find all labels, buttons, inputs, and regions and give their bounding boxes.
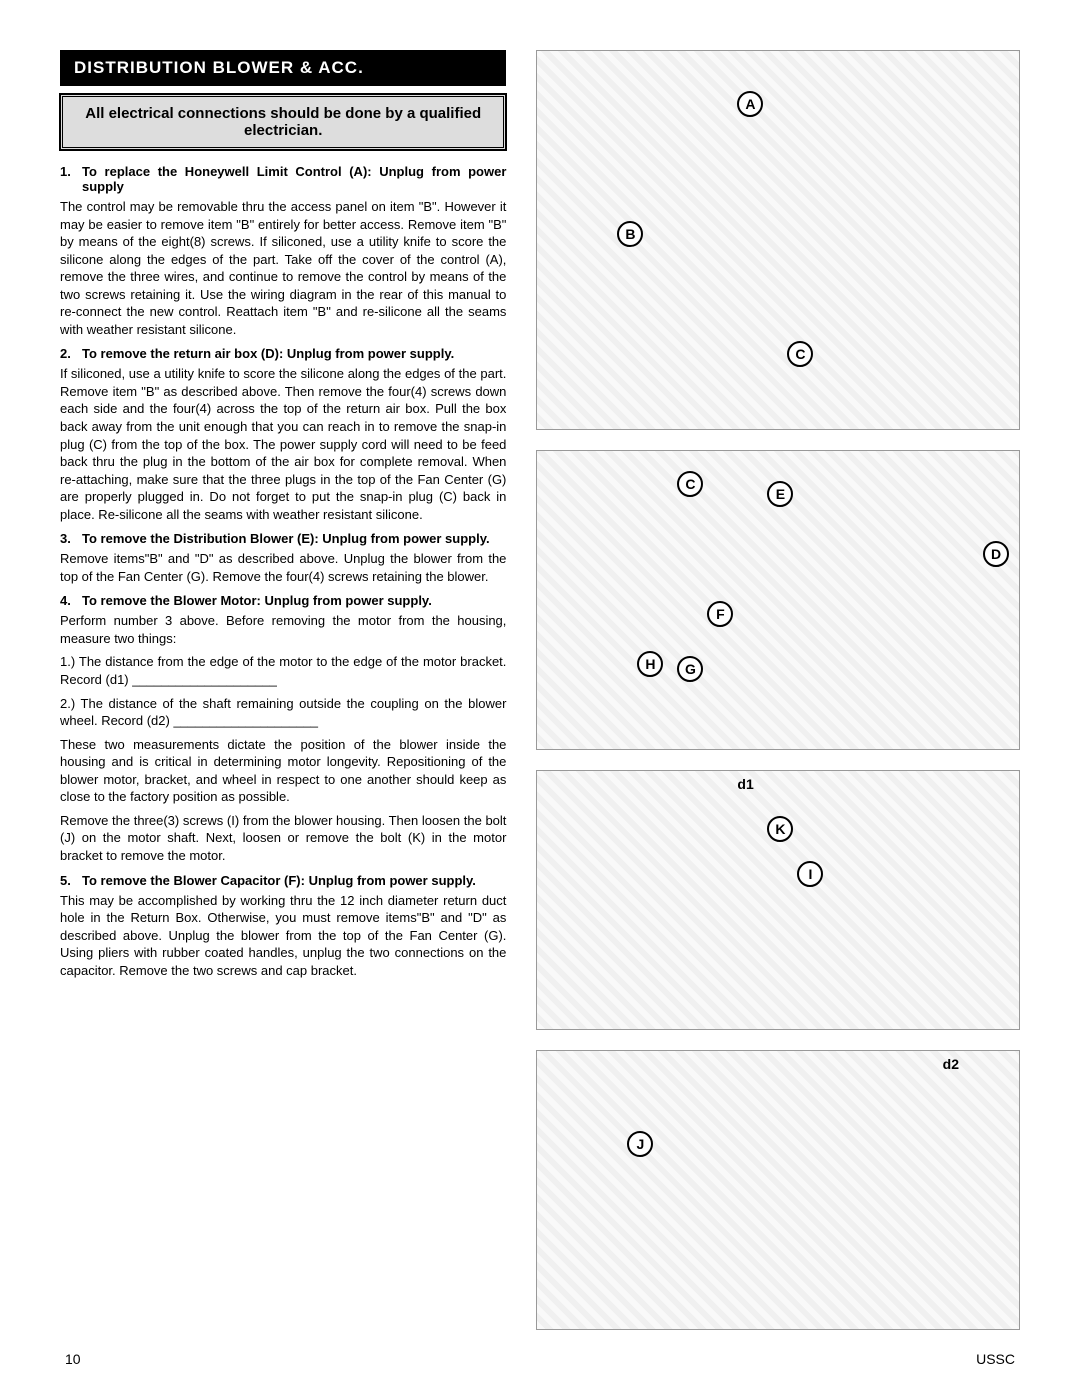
step-paragraph: These two measurements dictate the posit… (60, 736, 506, 806)
callout-f: F (707, 601, 733, 627)
diagram-furnace-upper: A B C (536, 50, 1020, 430)
page-number: 10 (65, 1351, 81, 1367)
step-number: 5. (60, 873, 82, 888)
callout-e: E (767, 481, 793, 507)
electrician-warning: All electrical connections should be don… (60, 94, 506, 150)
callout-c2: C (677, 471, 703, 497)
diagram-blower-assembly: C E D F H G (536, 450, 1020, 750)
callout-a: A (737, 91, 763, 117)
step-paragraph: 1.) The distance from the edge of the mo… (60, 653, 506, 688)
step-number: 2. (60, 346, 82, 361)
step-number: 3. (60, 531, 82, 546)
step-paragraph: The control may be removable thru the ac… (60, 198, 506, 338)
step-3: 3. To remove the Distribution Blower (E)… (60, 531, 506, 585)
step-number: 1. (60, 164, 82, 194)
diagram-motor-detail: d1 K I (536, 770, 1020, 1030)
callout-d: D (983, 541, 1009, 567)
footer-brand: USSC (976, 1351, 1015, 1367)
callout-h: H (637, 651, 663, 677)
step-paragraph: 2.) The distance of the shaft remaining … (60, 695, 506, 730)
step-paragraph: Remove items"B" and "D" as described abo… (60, 550, 506, 585)
step-paragraph: Remove the three(3) screws (I) from the … (60, 812, 506, 865)
dimension-d1: d1 (737, 776, 753, 792)
step-1: 1. To replace the Honeywell Limit Contro… (60, 164, 506, 338)
callout-i: I (797, 861, 823, 887)
step-heading: To replace the Honeywell Limit Control (… (82, 164, 506, 194)
step-heading: To remove the return air box (D): Unplug… (82, 346, 454, 361)
dimension-d2: d2 (943, 1056, 959, 1072)
callout-j: J (627, 1131, 653, 1157)
callout-b: B (617, 221, 643, 247)
left-column: Distribution Blower & Acc. All electrica… (60, 50, 506, 1357)
diagram-blower-wheel: d2 J (536, 1050, 1020, 1330)
step-number: 4. (60, 593, 82, 608)
step-heading: To remove the Distribution Blower (E): U… (82, 531, 490, 546)
step-4: 4. To remove the Blower Motor: Unplug fr… (60, 593, 506, 864)
step-paragraph: If siliconed, use a utility knife to sco… (60, 365, 506, 523)
callout-c: C (787, 341, 813, 367)
step-heading: To remove the Blower Capacitor (F): Unpl… (82, 873, 476, 888)
callout-k: K (767, 816, 793, 842)
step-2: 2. To remove the return air box (D): Unp… (60, 346, 506, 523)
step-paragraph: Perform number 3 above. Before removing … (60, 612, 506, 647)
callout-g: G (677, 656, 703, 682)
step-5: 5. To remove the Blower Capacitor (F): U… (60, 873, 506, 980)
right-column: A B C C E D F H G d1 K I d2 J (536, 50, 1020, 1357)
page-container: Distribution Blower & Acc. All electrica… (60, 50, 1020, 1357)
step-paragraph: This may be accomplished by working thru… (60, 892, 506, 980)
section-header: Distribution Blower & Acc. (60, 50, 506, 86)
instruction-list: 1. To replace the Honeywell Limit Contro… (60, 164, 506, 987)
step-heading: To remove the Blower Motor: Unplug from … (82, 593, 432, 608)
